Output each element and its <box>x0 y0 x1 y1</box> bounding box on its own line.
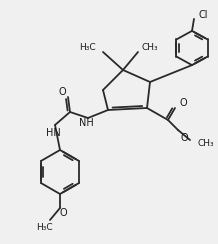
Text: O: O <box>59 208 67 218</box>
Text: NH: NH <box>79 118 93 128</box>
Text: H₃C: H₃C <box>36 224 52 233</box>
Text: CH₃: CH₃ <box>141 43 158 52</box>
Text: O: O <box>58 87 66 97</box>
Text: CH₃: CH₃ <box>197 140 214 149</box>
Text: H₃C: H₃C <box>79 43 96 52</box>
Text: HN: HN <box>46 128 60 138</box>
Text: Cl: Cl <box>198 10 208 20</box>
Text: O: O <box>179 98 187 108</box>
Text: O: O <box>180 133 188 143</box>
